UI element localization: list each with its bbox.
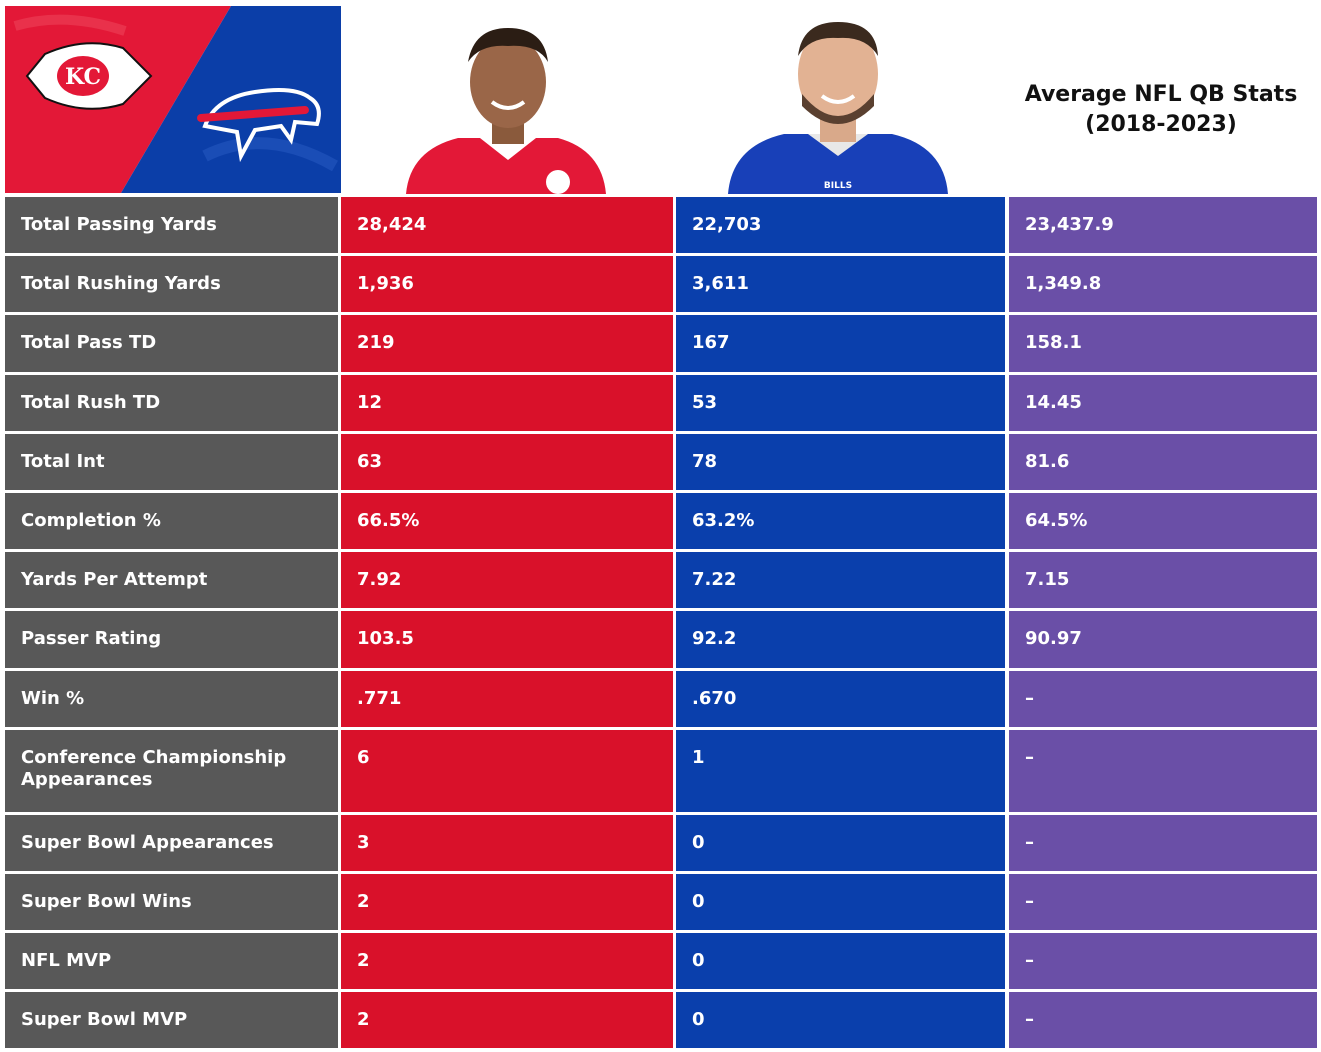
table-row: Super Bowl Wins 2 0 –: [5, 870, 1318, 931]
allen-value: 3,611: [676, 253, 1005, 313]
stat-label: Super Bowl MVP: [5, 989, 338, 1049]
average-stats-title: Average NFL QB Stats (2018-2023): [1008, 80, 1314, 140]
allen-value: 92.2: [676, 608, 1005, 668]
table-row: Super Bowl MVP 2 0 –: [5, 989, 1318, 1049]
stat-label: Passer Rating: [5, 608, 338, 668]
table-row: Total Passing Yards 28,424 22,703 23,437…: [5, 194, 1318, 254]
table-row: Win % .771 .670 –: [5, 667, 1318, 727]
header: KC BILLS: [0, 0, 1321, 194]
table-row: Conference Championship Appearances 6 1 …: [5, 726, 1318, 812]
allen-value: 0: [676, 989, 1005, 1049]
allen-value: 167: [676, 312, 1005, 372]
table-row: Completion % 66.5% 63.2% 64.5%: [5, 489, 1318, 550]
table-row: Total Pass TD 219 167 158.1: [5, 312, 1318, 372]
mahomes-value: 63: [341, 430, 673, 490]
average-value: 64.5%: [1009, 489, 1317, 550]
svg-text:KC: KC: [65, 64, 101, 90]
table-row: Total Rushing Yards 1,936 3,611 1,349.8: [5, 253, 1318, 313]
mahomes-value: .771: [341, 667, 673, 727]
average-value: 158.1: [1009, 312, 1317, 372]
bills-buffalo-icon: [197, 88, 321, 163]
allen-value: 63.2%: [676, 489, 1005, 550]
table-row: Passer Rating 103.5 92.2 90.97: [5, 608, 1318, 668]
allen-value: 0: [676, 930, 1005, 990]
average-value: 23,437.9: [1009, 194, 1317, 254]
mahomes-value: 219: [341, 312, 673, 372]
svg-text:BILLS: BILLS: [824, 181, 852, 191]
allen-value: 53: [676, 371, 1005, 431]
stat-label: Total Rush TD: [5, 371, 338, 431]
mahomes-portrait: [388, 10, 628, 194]
allen-value: 22,703: [676, 194, 1005, 254]
stat-label: Completion %: [5, 489, 338, 550]
stat-label: Total Int: [5, 430, 338, 490]
chiefs-arrowhead-icon: KC: [25, 42, 153, 110]
average-value: 7.15: [1009, 549, 1317, 609]
team-logos-graphic: KC: [5, 6, 341, 193]
average-value: 1,349.8: [1009, 253, 1317, 313]
allen-value: 78: [676, 430, 1005, 490]
mahomes-value: 2: [341, 870, 673, 931]
allen-value: 0: [676, 811, 1005, 871]
average-value: –: [1009, 870, 1317, 931]
mahomes-value: 7.92: [341, 549, 673, 609]
mahomes-value: 28,424: [341, 194, 673, 254]
stat-label: Win %: [5, 667, 338, 727]
allen-portrait: BILLS: [718, 10, 958, 194]
table-row: Total Rush TD 12 53 14.45: [5, 371, 1318, 431]
stat-label: Total Passing Yards: [5, 194, 338, 254]
mahomes-value: 12: [341, 371, 673, 431]
stat-label: Yards Per Attempt: [5, 549, 338, 609]
average-stats-title-line1: Average NFL QB Stats: [1024, 82, 1298, 107]
average-value: –: [1009, 930, 1317, 990]
allen-value: 1: [676, 726, 1005, 812]
average-value: 81.6: [1009, 430, 1317, 490]
mahomes-value: 1,936: [341, 253, 673, 313]
stat-label: Super Bowl Wins: [5, 870, 338, 931]
mahomes-value: 2: [341, 930, 673, 990]
mahomes-value: 66.5%: [341, 489, 673, 550]
team-logos-banner: KC: [5, 6, 341, 193]
table-row: Yards Per Attempt 7.92 7.22 7.15: [5, 549, 1318, 609]
stat-label: Total Rushing Yards: [5, 253, 338, 313]
average-value: –: [1009, 989, 1317, 1049]
stat-label: Super Bowl Appearances: [5, 811, 338, 871]
average-value: –: [1009, 726, 1317, 812]
stat-label: Total Pass TD: [5, 312, 338, 372]
average-value: 90.97: [1009, 608, 1317, 668]
table-row: Total Int 63 78 81.6: [5, 430, 1318, 490]
average-stats-title-line2: (2018-2023): [1085, 112, 1237, 137]
allen-value: 7.22: [676, 549, 1005, 609]
stat-label: Conference Championship Appearances: [5, 726, 338, 812]
table-row: NFL MVP 2 0 –: [5, 930, 1318, 990]
table-row: Super Bowl Appearances 3 0 –: [5, 811, 1318, 871]
stat-label: NFL MVP: [5, 930, 338, 990]
average-value: 14.45: [1009, 371, 1317, 431]
stats-table: Total Passing Yards 28,424 22,703 23,437…: [5, 194, 1318, 1049]
mahomes-value: 2: [341, 989, 673, 1049]
allen-value: 0: [676, 870, 1005, 931]
allen-value: .670: [676, 667, 1005, 727]
average-value: –: [1009, 811, 1317, 871]
mahomes-value: 6: [341, 726, 673, 812]
mahomes-value: 103.5: [341, 608, 673, 668]
average-value: –: [1009, 667, 1317, 727]
mahomes-value: 3: [341, 811, 673, 871]
